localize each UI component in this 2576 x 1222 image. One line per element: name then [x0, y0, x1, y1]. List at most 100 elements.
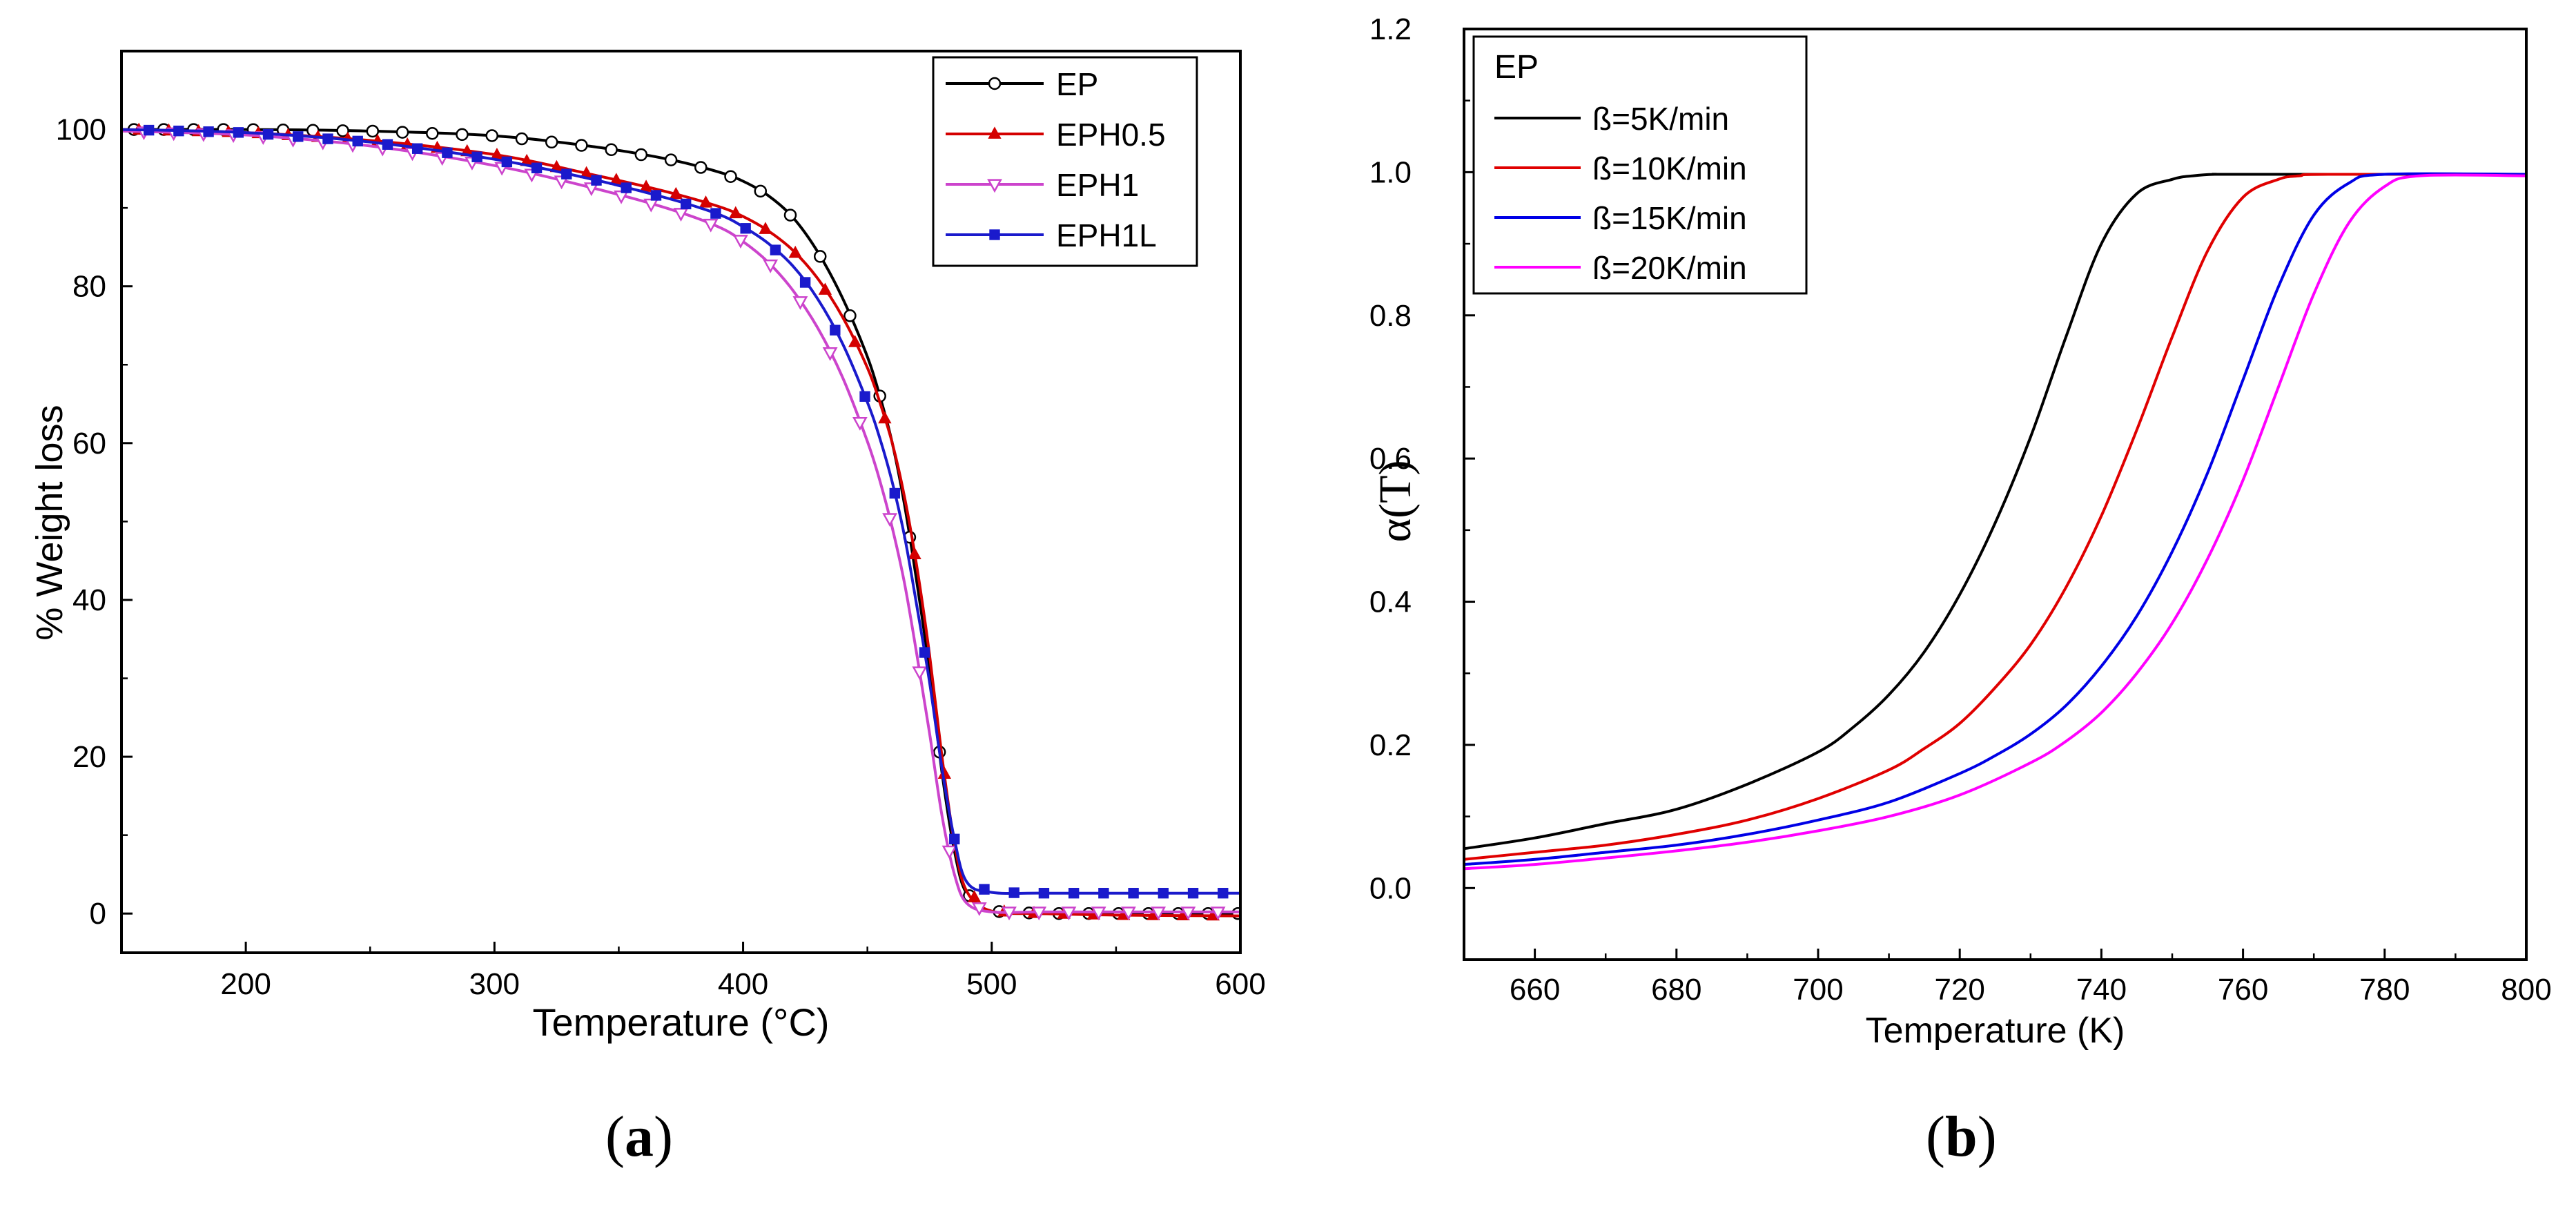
data-point-EP	[426, 126, 439, 140]
panel-a-label: (a)	[605, 1105, 673, 1169]
data-point-EPH1L	[293, 131, 304, 142]
y-tick-label-b: 0.2	[1369, 728, 1412, 762]
data-point-EPH0.5	[699, 195, 713, 208]
legend-box-b	[1472, 35, 1808, 295]
data-point-EPH1	[1091, 906, 1106, 921]
data-point-EPH1L	[949, 833, 960, 845]
data-point-EP	[634, 148, 648, 162]
x-tick-label-b: 720	[1934, 973, 1984, 1007]
x-tick-label-b: 740	[2076, 973, 2127, 1007]
data-point-EPH1L	[1098, 887, 1109, 899]
data-point-EPH1L	[442, 147, 453, 158]
data-point-EPH0.5	[669, 186, 683, 200]
x-axis-label-a: Temperature (°C)	[532, 1000, 829, 1044]
x-tick-label-b: 700	[1793, 973, 1843, 1007]
data-point-EPH1	[1151, 906, 1167, 921]
data-point-EPH0.5	[848, 335, 862, 347]
data-point-EPH1L	[1187, 887, 1199, 899]
data-point-EPH1	[703, 218, 719, 233]
data-point-EPH1L	[1158, 887, 1169, 899]
x-axis-label-b: Temperature (K)	[1866, 1011, 2125, 1051]
data-point-EP	[754, 184, 768, 198]
data-point-EPH1L	[1008, 887, 1019, 898]
data-point-EPH1L	[1038, 887, 1050, 899]
legend-label-ß=20K/min: ß=20K/min	[1592, 250, 1747, 286]
chart-a: 200 300 400 500 600 0 20 40 60 80 100 Temperature (…	[29, 50, 1266, 1044]
plot-frame-a	[120, 50, 1242, 954]
data-point-EPH0.5	[878, 411, 892, 424]
data-point-EPH0.5	[729, 206, 743, 219]
plot-frame-b	[1463, 28, 2528, 961]
data-point-EP	[366, 124, 380, 138]
legend-label-EP: EP	[1056, 66, 1098, 102]
x-tick-label-a: 200	[220, 967, 271, 1001]
data-point-EPH1	[971, 902, 987, 916]
legend-label-ß=15K/min: ß=15K/min	[1592, 200, 1747, 236]
data-point-EPH1L	[740, 223, 751, 234]
data-point-EP	[515, 132, 529, 146]
x-tick-label-a: 400	[718, 967, 768, 1001]
data-point-EPH1	[1180, 906, 1196, 921]
data-point-EPH1L	[591, 175, 602, 186]
series-line-EPH0.5	[121, 128, 1240, 918]
data-point-EPH1	[852, 416, 868, 431]
y-tick-label-a: 20	[72, 740, 106, 774]
data-point-EPH1L	[1128, 887, 1139, 899]
data-point-EPH1L	[322, 133, 333, 144]
data-point-EPH1L	[979, 884, 990, 895]
panel-b-label-letter: b	[1944, 1105, 1978, 1169]
data-point-EPH1	[792, 296, 808, 310]
data-point-EP	[456, 128, 469, 142]
y-tick-label-b: 0.4	[1369, 585, 1412, 619]
x-tick-label-b: 680	[1651, 973, 1701, 1007]
data-point-EPH1	[1210, 906, 1226, 921]
data-point-EPH1L	[173, 125, 184, 137]
data-point-EP	[843, 309, 857, 322]
data-point-EPH0.5	[788, 245, 802, 258]
y-tick-label-a: 100	[56, 113, 106, 147]
y-axis-label-b: α(T)	[1370, 460, 1421, 543]
legend-marker-EPH1L	[989, 229, 1000, 240]
y-tick-label-b: 0.8	[1369, 299, 1412, 333]
series-line-EPH1	[121, 129, 1240, 914]
legend-marker-EPH0.5	[988, 126, 1002, 139]
data-point-EPH1L	[889, 487, 900, 499]
data-point-EPH1L	[1068, 887, 1080, 899]
data-point-EPH1	[882, 513, 898, 527]
y-tick-label-b: 1.2	[1369, 12, 1412, 46]
data-point-EPH1	[912, 666, 928, 681]
data-point-EPH1L	[650, 190, 662, 201]
data-point-EPH1L	[233, 127, 244, 138]
data-point-EP	[396, 126, 409, 139]
series-line-ß=5K/min	[1464, 173, 2526, 851]
legend-marker-EP	[988, 77, 1002, 90]
data-point-EPH1L	[919, 647, 930, 658]
legend-label-EPH1L: EPH1L	[1056, 217, 1157, 253]
data-point-EP	[336, 124, 349, 137]
data-point-EPH1L	[621, 182, 632, 193]
legend-box-a	[932, 56, 1198, 267]
x-tick-label-b: 780	[2359, 973, 2410, 1007]
data-point-EPH0.5	[759, 222, 772, 234]
data-point-EP	[545, 135, 558, 149]
y-tick-label-b: 0.6	[1369, 442, 1412, 476]
data-point-EPH1L	[501, 156, 513, 168]
x-tick-label-a: 600	[1215, 967, 1265, 1001]
data-point-EPH1	[1002, 906, 1017, 921]
legend-marker-EPH1	[987, 179, 1002, 193]
data-point-EPH1L	[770, 244, 781, 255]
data-point-EPH1	[1031, 906, 1047, 921]
data-point-EPH1L	[859, 391, 870, 402]
series-line-ß=15K/min	[1464, 172, 2526, 866]
panel-b-label: (b)	[1926, 1105, 1997, 1169]
data-point-EPH0.5	[908, 547, 921, 559]
x-tick-label-b: 660	[1510, 973, 1560, 1007]
data-point-EPH1L	[143, 124, 155, 136]
legend-label-EPH1: EPH1	[1056, 167, 1139, 203]
panel-a-label-letter: a	[624, 1105, 654, 1169]
legend-title-b: EP	[1494, 49, 1539, 86]
data-point-EPH1	[1120, 906, 1136, 921]
data-point-EPH0.5	[967, 890, 982, 902]
legend-label-EPH0.5: EPH0.5	[1056, 117, 1166, 153]
